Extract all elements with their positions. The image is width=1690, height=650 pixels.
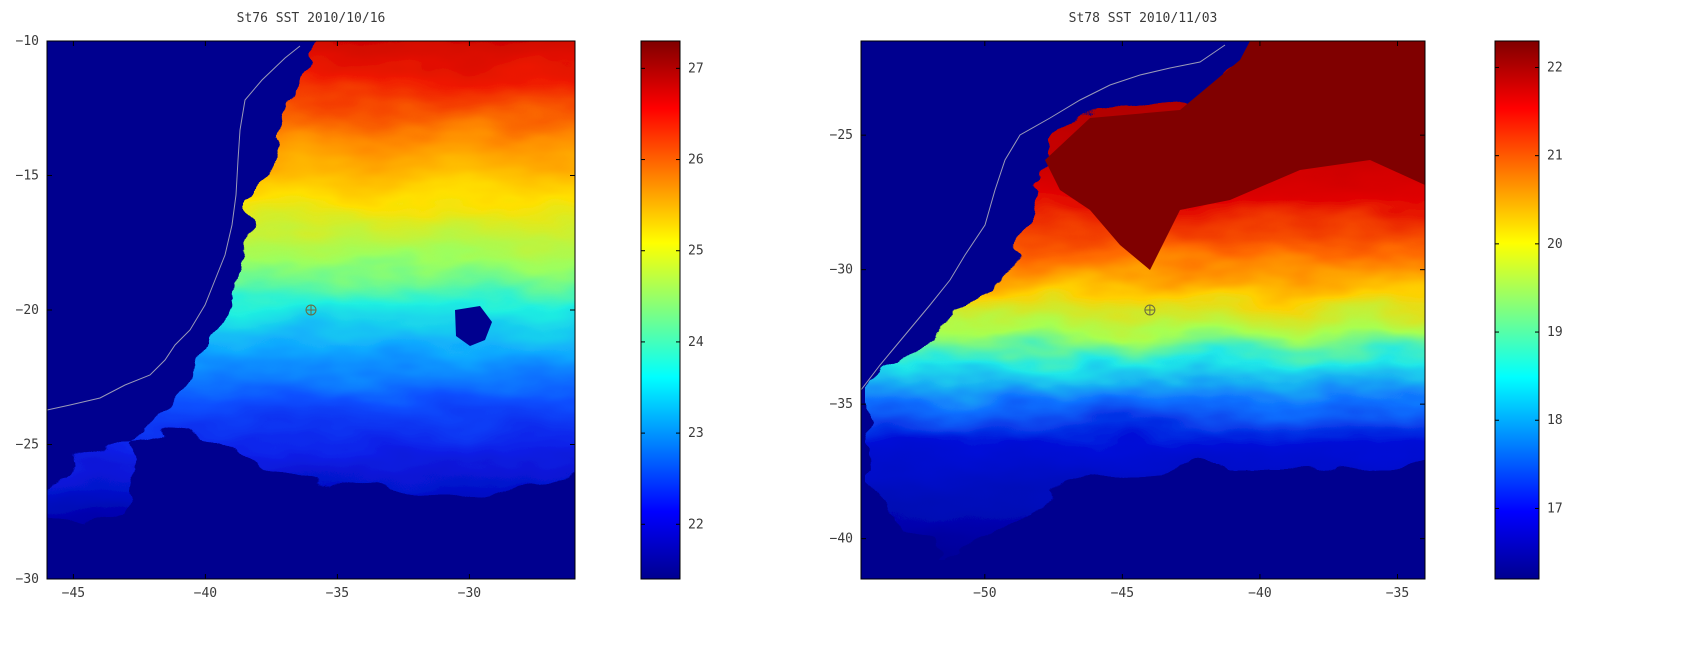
colorbar-tick-label: 22 — [688, 517, 704, 532]
y-tick-label: −20 — [16, 303, 39, 318]
colorbar-tick-label: 18 — [1547, 413, 1563, 428]
x-tick-label: −40 — [1248, 586, 1271, 601]
y-tick-label: −40 — [830, 532, 853, 547]
colorbar-right — [1494, 40, 1540, 580]
colorbar-tick-label: 21 — [1547, 149, 1563, 164]
colorbar-tick-label: 19 — [1547, 325, 1563, 340]
y-tick-label: −15 — [16, 169, 39, 184]
x-tick-label: −45 — [1111, 586, 1134, 601]
x-tick-label: −40 — [194, 586, 217, 601]
coastline-right — [861, 44, 1226, 391]
colorbar-tick-label: 23 — [688, 426, 704, 441]
y-axis-right: −25 −30 −35 −40 — [830, 128, 1425, 547]
y-tick-label: −35 — [830, 397, 853, 412]
colorbar-tick-label: 26 — [688, 153, 704, 168]
station-marker-left — [305, 304, 317, 316]
colorbar-left — [640, 40, 681, 580]
x-axis-left: −45 −40 −35 −30 — [62, 41, 481, 601]
y-tick-label: −25 — [16, 438, 39, 453]
chart-title-right: St78 SST 2010/11/03 — [1069, 11, 1218, 26]
colorbar-tick-label: 25 — [688, 244, 704, 259]
sst-field-left — [47, 41, 575, 530]
sst-map-right — [861, 41, 1425, 579]
coastline-left — [47, 45, 301, 411]
y-tick-label: −30 — [830, 263, 853, 278]
x-tick-label: −35 — [1386, 586, 1409, 601]
sst-map-left — [47, 41, 575, 579]
x-tick-label: −50 — [973, 586, 996, 601]
cold-eddy-left — [455, 306, 492, 346]
axes-frame-right — [860, 40, 1426, 580]
colorbar-tick-label: 17 — [1547, 501, 1563, 516]
x-tick-label: −35 — [326, 586, 349, 601]
station-marker-right — [1144, 304, 1156, 316]
y-tick-label: −10 — [16, 34, 39, 49]
y-tick-label: −30 — [16, 572, 39, 587]
colorbar-tick-label: 20 — [1547, 237, 1563, 252]
colorbar-ticks-right: 17 18 19 20 21 22 — [1495, 60, 1563, 516]
x-tick-label: −45 — [62, 586, 85, 601]
panel-right: St78 SST 2010/11/03 −50 −45 −40 −35 −25−30−… — [830, 11, 1563, 601]
colorbar-tick-label: 24 — [688, 335, 704, 350]
y-tick-label: −25 — [830, 128, 853, 143]
x-axis-right: −50 −45 −40 −35 — [973, 41, 1409, 601]
colorbar-ticks-left: 22 23 24 25 26 27 — [641, 61, 704, 532]
colorbar-tick-label: 22 — [1547, 60, 1563, 75]
x-tick-label: −30 — [458, 586, 481, 601]
warm-water-right — [1045, 41, 1425, 270]
panel-left: St76 SST 2010/10/16 −45 −40 −35 −30 −10−15−… — [16, 11, 704, 601]
colorbar-tick-label: 27 — [688, 61, 704, 76]
y-axis-left: −10 −15 −20 −25 −30 — [16, 34, 575, 587]
chart-title-left: St76 SST 2010/10/16 — [237, 11, 386, 26]
